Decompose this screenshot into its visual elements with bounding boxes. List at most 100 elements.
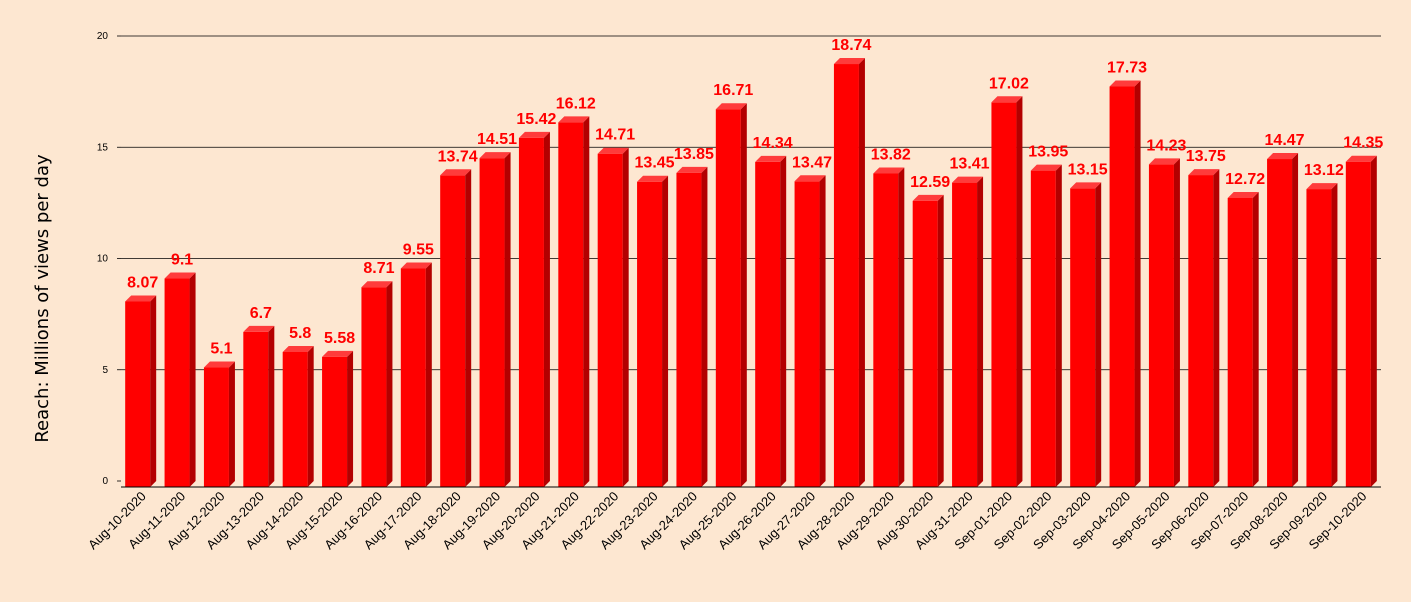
bar-top: [676, 166, 708, 173]
bar-top: [1306, 183, 1338, 190]
bar: [1267, 153, 1299, 488]
bar: [1227, 191, 1259, 488]
bar-top: [755, 155, 787, 162]
bar-front: [1109, 86, 1135, 487]
bar: [400, 262, 432, 487]
bar-top: [637, 175, 669, 182]
bar-side: [1213, 169, 1220, 487]
bar-side: [1331, 183, 1338, 487]
data-label: 13.85: [674, 146, 714, 163]
bar-side: [465, 169, 472, 487]
bar-side: [780, 155, 787, 487]
bar-front: [243, 331, 269, 487]
bars: [125, 58, 1377, 488]
bar-front: [1227, 197, 1253, 488]
bar: [558, 116, 590, 487]
bar-top: [164, 272, 196, 279]
data-label: 5.58: [324, 330, 355, 347]
data-label: 14.35: [1343, 135, 1383, 152]
bar-front: [440, 175, 466, 487]
bar: [873, 167, 905, 487]
data-label: 15.42: [516, 111, 556, 128]
bar-top: [1030, 164, 1062, 171]
bar-front: [1070, 188, 1096, 487]
bar-side: [662, 175, 669, 488]
bar-top: [991, 96, 1023, 103]
bar-side: [1292, 153, 1299, 488]
data-label: 12.59: [910, 174, 950, 191]
bar-top: [1188, 169, 1220, 176]
bar: [637, 175, 669, 488]
bar: [755, 155, 787, 487]
bar-side: [1252, 191, 1259, 488]
bar: [597, 147, 629, 487]
y-tick-label: 0: [102, 476, 108, 487]
bar-top: [282, 345, 314, 352]
bar-side: [740, 103, 747, 487]
bar-side: [347, 350, 354, 487]
bar: [1345, 155, 1377, 487]
bar: [125, 295, 157, 487]
bar-front: [794, 181, 820, 488]
data-label: 8.07: [127, 274, 158, 291]
bar-front: [282, 351, 308, 487]
bar-side: [898, 167, 905, 487]
bar: [322, 350, 354, 487]
bar-side: [622, 147, 629, 487]
data-label: 13.95: [1028, 144, 1068, 161]
bar-front: [912, 200, 938, 487]
bar-front: [715, 109, 741, 487]
data-label: 14.51: [477, 131, 517, 148]
bar-top: [597, 147, 629, 154]
bar: [715, 103, 747, 487]
bar-side: [150, 295, 157, 487]
bar-top: [952, 176, 984, 183]
data-label: 17.02: [989, 75, 1029, 92]
data-label: 14.34: [753, 135, 793, 152]
bar-front: [361, 287, 387, 487]
bar: [243, 325, 275, 487]
bar-side: [1173, 158, 1180, 487]
data-label: 6.7: [250, 305, 272, 322]
bar: [1188, 169, 1220, 487]
data-label: 16.71: [713, 82, 753, 99]
bar-side: [1055, 164, 1062, 488]
bar-front: [164, 278, 190, 487]
y-tick-label: 15: [97, 142, 109, 153]
bar-top: [400, 262, 432, 269]
bar-side: [307, 345, 314, 487]
y-tick-label: 10: [97, 254, 109, 265]
bar-front: [952, 182, 978, 487]
bar-front: [1267, 159, 1293, 488]
y-tick-label: 20: [97, 31, 109, 42]
data-label: 13.74: [438, 148, 478, 165]
bar-top: [243, 325, 275, 332]
bar: [440, 169, 472, 487]
data-label: 14.47: [1265, 132, 1305, 149]
y-axis-ticks: 0 5 10 15 20: [97, 31, 121, 487]
bar: [518, 131, 550, 487]
bar-top: [518, 131, 550, 138]
data-label: 17.73: [1107, 60, 1147, 77]
bar: [833, 58, 865, 487]
bar: [1070, 182, 1102, 487]
bar: [203, 361, 235, 487]
bar: [1148, 158, 1180, 487]
bar: [361, 281, 393, 487]
bar-front: [991, 102, 1017, 488]
bar-top: [794, 175, 826, 182]
data-label: 9.1: [171, 252, 193, 269]
bar-front: [203, 367, 229, 487]
bar-top: [912, 194, 944, 201]
bar-front: [637, 181, 663, 488]
bar-top: [361, 281, 393, 288]
bar-side: [583, 116, 590, 487]
bar-top: [873, 167, 905, 174]
bar-front: [833, 64, 859, 487]
bar-top: [833, 58, 865, 65]
data-label: 12.72: [1225, 171, 1265, 188]
bar-top: [558, 116, 590, 123]
bar-front: [1306, 189, 1332, 487]
bar-top: [1227, 191, 1259, 198]
